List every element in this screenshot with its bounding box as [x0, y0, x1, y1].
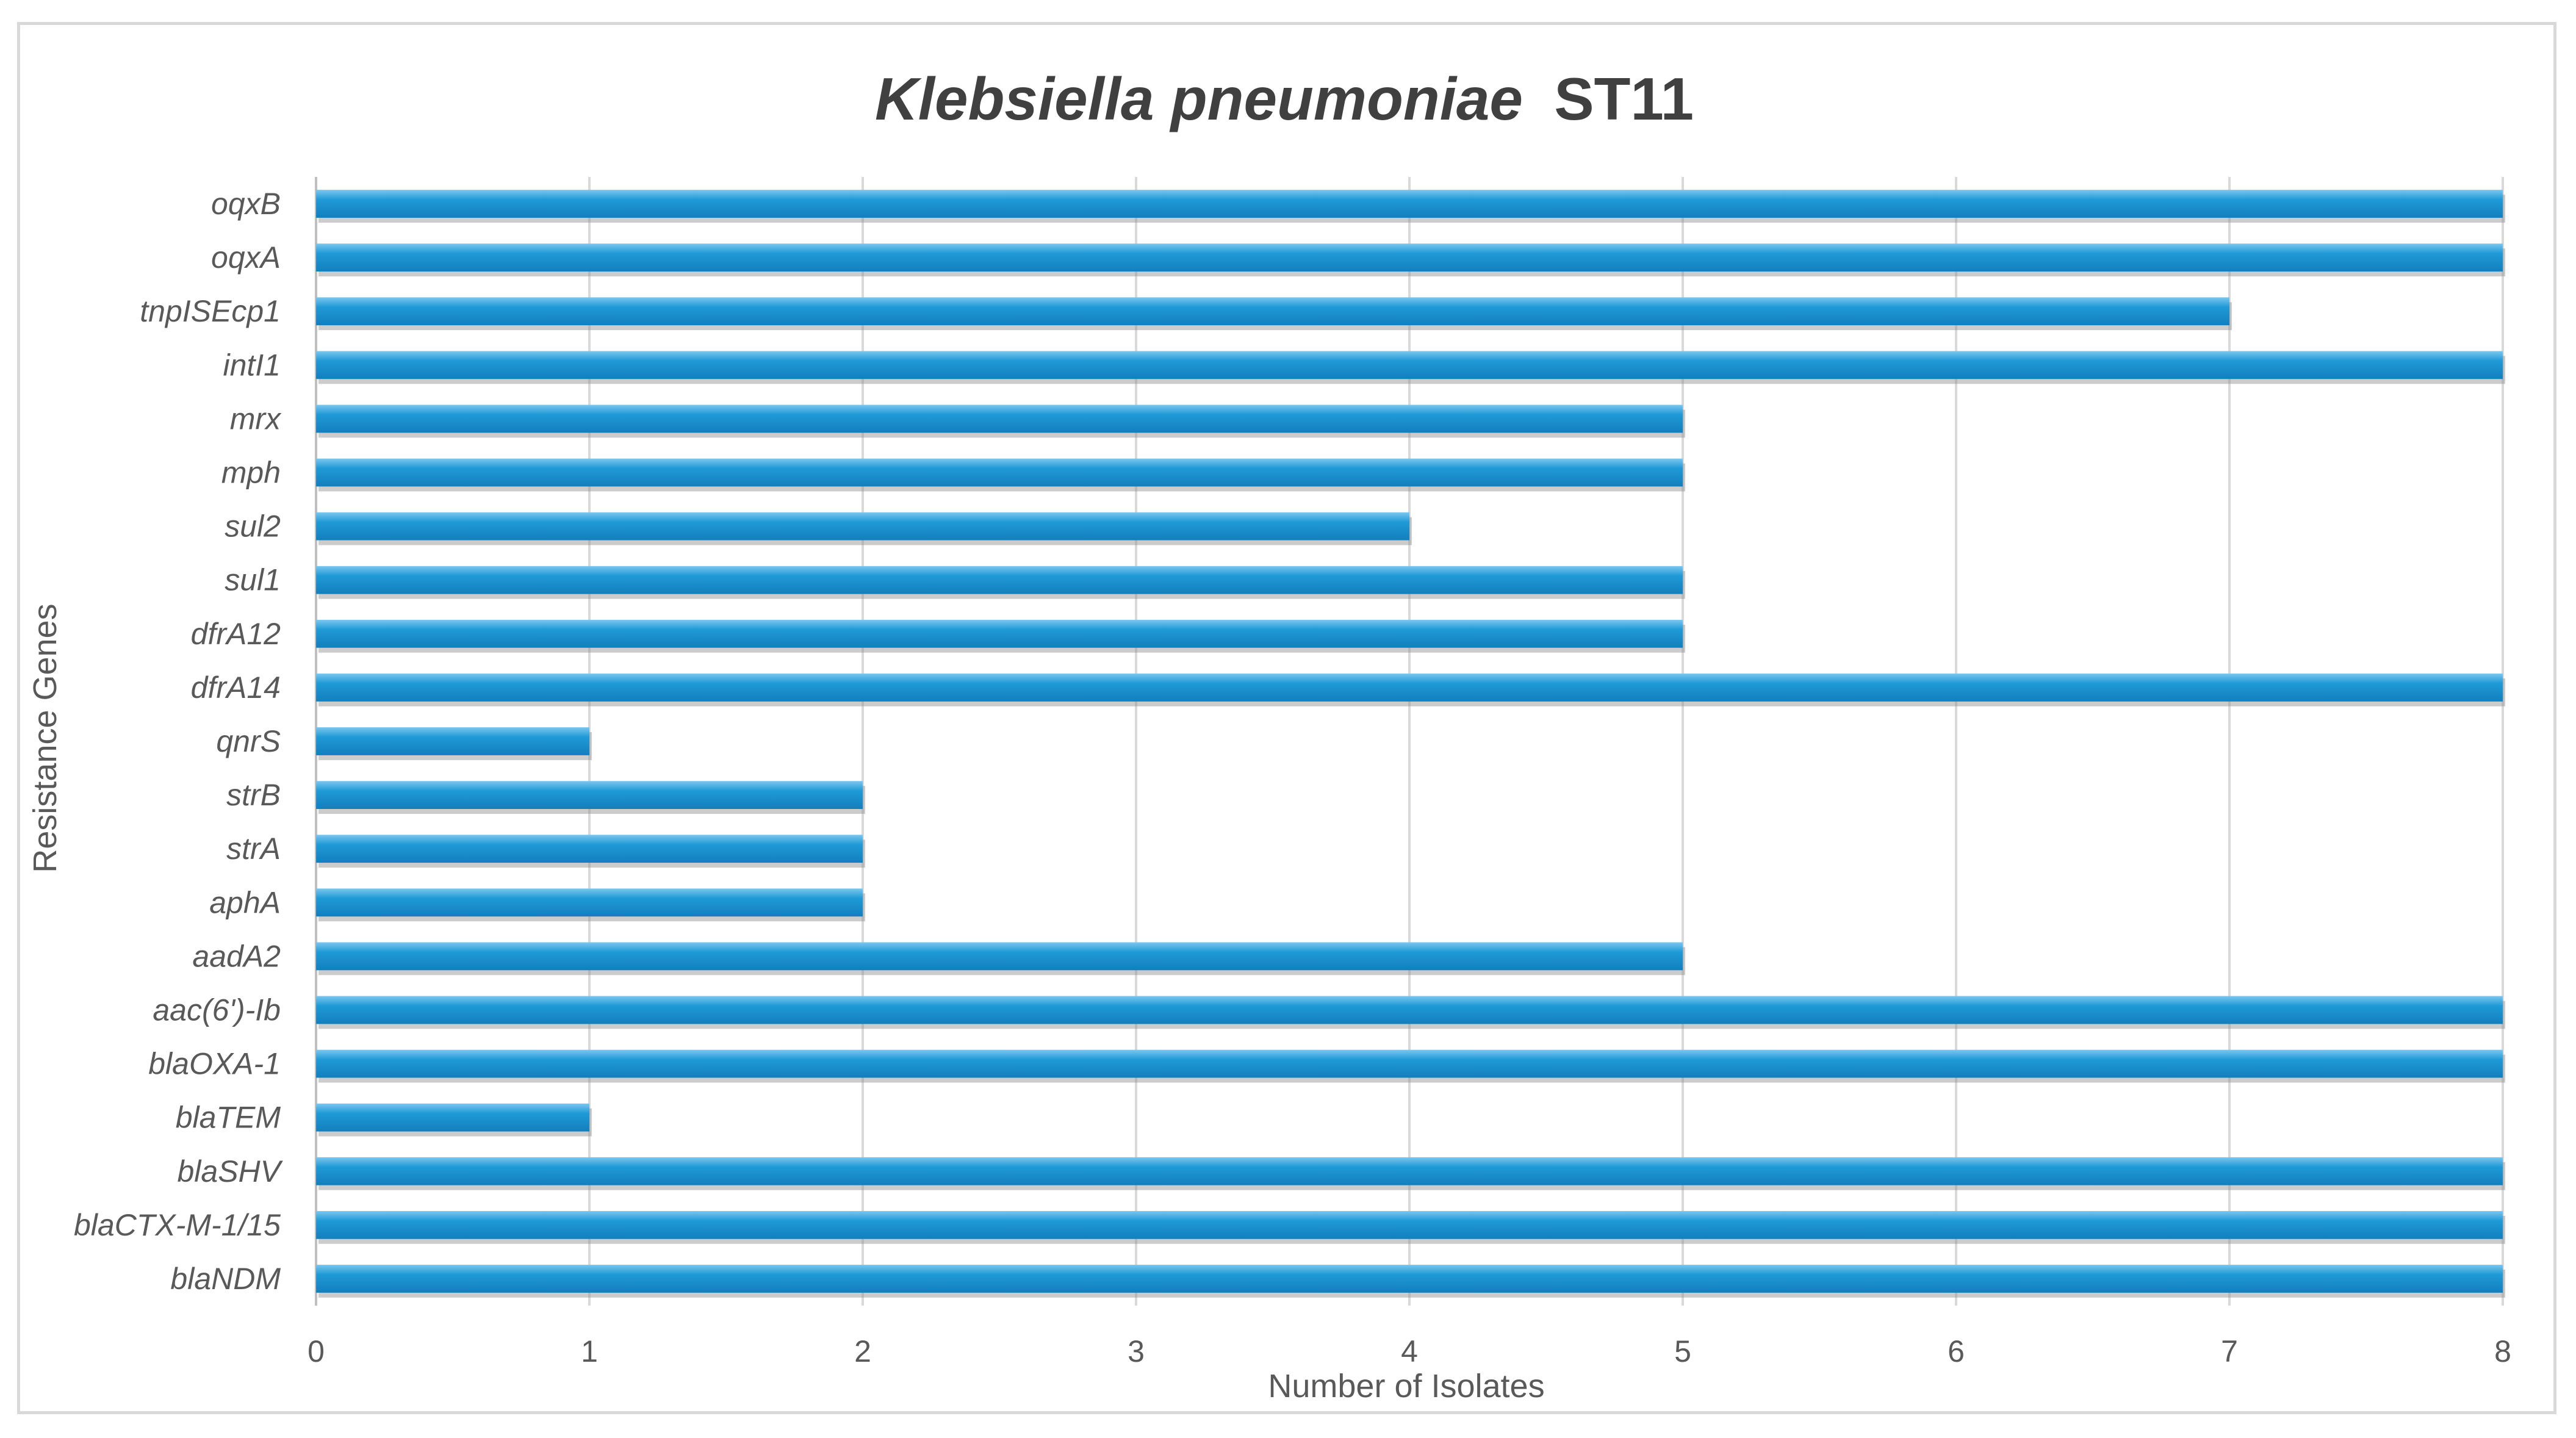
bar-mph: [316, 458, 1683, 487]
category-label-mph: mph: [221, 456, 281, 490]
bar-blactx-m-1-15: [316, 1210, 2503, 1239]
bar-blatem: [316, 1103, 589, 1132]
bar-strb: [316, 781, 863, 809]
x-tick-label-0: 0: [308, 1334, 325, 1368]
category-label-blaoxa-1: blaOXA-1: [148, 1047, 281, 1081]
gridlines: [588, 177, 2504, 1306]
category-label-blatem: blaTEM: [176, 1101, 281, 1135]
bar-apha: [316, 888, 863, 917]
chart-title: Klebsiella pneumoniae ST11: [875, 65, 1694, 132]
category-label-blashv: blaSHV: [177, 1154, 283, 1188]
bar-dfra14: [316, 674, 2503, 702]
bar-blaoxa-1: [316, 1049, 2503, 1078]
category-label-stra: strA: [226, 832, 281, 866]
bar-aada2: [316, 942, 1683, 971]
category-label-qnrs: qnrS: [216, 724, 281, 758]
bars: [316, 190, 2505, 1298]
category-label-apha: aphA: [209, 885, 281, 919]
bar-blandm: [316, 1265, 2503, 1293]
x-tick-labels: 0 1 2 3 4 5 6 7 8: [308, 1334, 2511, 1368]
bar-oqxb: [316, 190, 2503, 218]
y-axis-title: Resistance Genes: [27, 603, 63, 872]
bar-sul1: [316, 566, 1683, 594]
x-axis-title: Number of Isolates: [1268, 1368, 1544, 1404]
category-label-oqxb: oqxB: [211, 187, 281, 221]
bar-oqxa: [316, 243, 2503, 272]
category-label-blactx-m-1-15: blaCTX-M-1/15: [74, 1208, 281, 1242]
bar-mrx: [316, 404, 1683, 433]
category-label-blandm: blaNDM: [170, 1262, 281, 1296]
x-tick-label-4: 4: [1401, 1334, 1418, 1368]
bar-tnpisecp1: [316, 297, 2229, 326]
category-label-dfra14: dfrA14: [191, 670, 281, 705]
category-label-strb: strB: [226, 778, 281, 812]
x-tick-label-1: 1: [581, 1334, 598, 1368]
x-tick-label-8: 8: [2494, 1334, 2511, 1368]
x-tick-label-2: 2: [854, 1334, 871, 1368]
category-label-tnpisecp1: tnpISEcp1: [140, 294, 281, 328]
bar-qnrs: [316, 727, 589, 755]
x-tick-label-6: 6: [1948, 1334, 1965, 1368]
category-label-sul2: sul2: [225, 509, 281, 544]
category-label-mrx: mrx: [230, 401, 282, 436]
chart-title-plain: ST11: [1554, 65, 1694, 132]
x-tick-label-3: 3: [1128, 1334, 1145, 1368]
bar-stra: [316, 835, 863, 863]
category-label-aada2: aadA2: [192, 939, 281, 973]
bar-aac-6-ib: [316, 996, 2503, 1024]
category-label-aac-6-ib: aac(6')-Ib: [153, 993, 281, 1027]
category-label-inti1: intI1: [223, 348, 281, 382]
bar-blashv: [316, 1157, 2503, 1185]
chart-title-italic: Klebsiella pneumoniae: [875, 65, 1523, 132]
bar-sul2: [316, 512, 1409, 541]
category-label-dfra12: dfrA12: [191, 617, 281, 651]
bar-dfra12: [316, 619, 1683, 648]
bar-inti1: [316, 351, 2503, 379]
category-label-oqxa: oqxA: [211, 240, 281, 275]
x-tick-label-7: 7: [2221, 1334, 2238, 1368]
category-labels: oqxB oqxA tnpISEcp1 intI1 mrx mph sul2 sul1 dfrA…: [74, 187, 284, 1296]
category-label-sul1: sul1: [225, 563, 281, 597]
x-tick-label-5: 5: [1674, 1334, 1691, 1368]
